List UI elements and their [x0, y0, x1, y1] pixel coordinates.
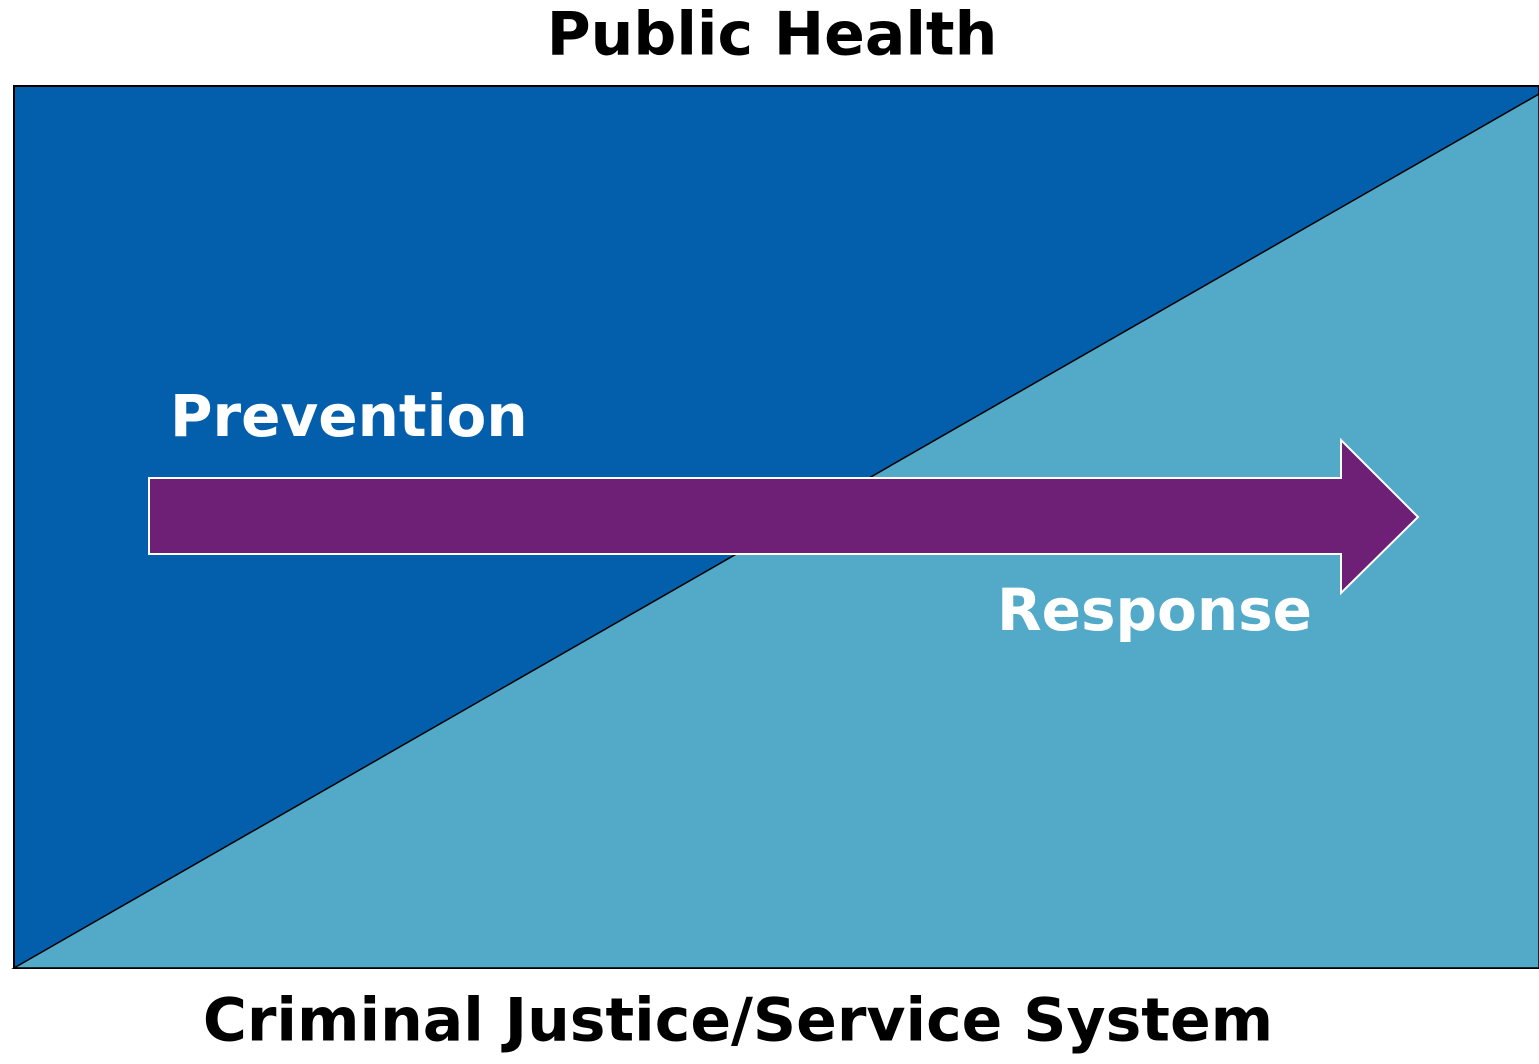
- response-label: Response: [997, 576, 1312, 644]
- footer: Criminal Justice/Service System: [203, 986, 1273, 1056]
- prevention-label: Prevention: [170, 382, 528, 450]
- title: Public Health: [547, 0, 998, 70]
- arrow: [148, 437, 1420, 596]
